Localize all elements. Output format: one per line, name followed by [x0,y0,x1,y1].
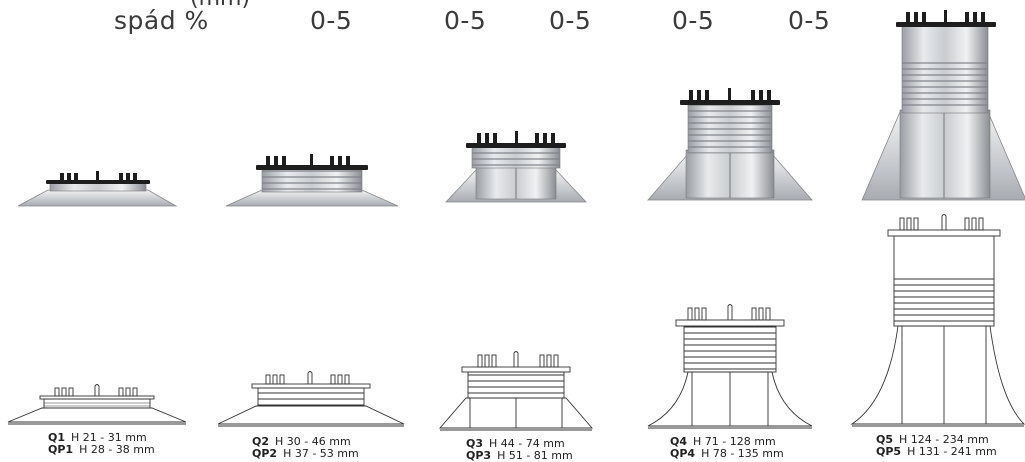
pedestal-q5-render [861,10,1025,201]
slope-value-5: 0-5 [788,6,831,35]
height-range-qp1: H 28 - 38 mm [79,443,155,456]
model-code-q5: Q5 [876,433,894,446]
height-range-qp3: H 51 - 81 mm [497,449,573,462]
model-code-q1: Q1 [48,431,66,444]
caption-q4: Q4 H 71 - 128 mm QP4 H 78 - 135 mm [670,436,784,460]
slope-value-4: 0-5 [672,6,715,35]
pedestal-q5-drawing [850,214,1025,427]
pedestal-q3-render [445,131,587,203]
model-code-q4: Q4 [670,435,688,448]
model-code-qp3: QP3 [466,449,492,462]
model-code-qp1: QP1 [48,443,74,456]
height-range-qp5: H 131 - 241 mm [907,445,997,458]
caption-q2: Q2 H 30 - 46 mm QP2 H 37 - 53 mm [252,436,359,460]
caption-q5: Q5 H 124 - 234 mm QP5 H 131 - 241 mm [876,434,997,458]
pedestal-q4-drawing [647,304,813,429]
model-code-q3: Q3 [466,437,484,450]
height-range-qp4: H 78 - 135 mm [701,447,784,460]
slope-value-1: 0-5 [310,6,353,35]
caption-q1: Q1 H 21 - 31 mm QP1 H 28 - 38 mm [48,432,155,456]
pedestal-q1-render [17,171,178,207]
model-code-qp5: QP5 [876,445,902,458]
partial-header-text: (mm) [190,0,250,11]
pedestal-q3-drawing [439,351,593,431]
height-range-qp2: H 37 - 53 mm [283,447,359,460]
model-code-qp2: QP2 [252,447,278,460]
height-range-q3: H 44 - 74 mm [489,437,565,450]
pedestal-q2-render [225,154,399,207]
pedestal-q2-drawing [217,371,405,427]
model-code-qp4: QP4 [670,447,696,460]
slope-value-2: 0-5 [444,6,487,35]
slope-row: (mm) spád % 0-5 0-5 0-5 0-5 0-5 [0,0,1025,40]
caption-q3: Q3 H 44 - 74 mm QP3 H 51 - 81 mm [466,438,573,462]
model-code-q2: Q2 [252,435,270,448]
height-range-q1: H 21 - 31 mm [71,431,147,444]
slope-label: spád % [114,6,209,35]
pedestal-q1-drawing [7,384,187,425]
pedestal-q4-render [647,88,813,201]
height-range-q5: H 124 - 234 mm [899,433,989,446]
height-range-q4: H 71 - 128 mm [693,435,776,448]
height-range-q2: H 30 - 46 mm [275,435,351,448]
slope-value-3: 0-5 [549,6,592,35]
